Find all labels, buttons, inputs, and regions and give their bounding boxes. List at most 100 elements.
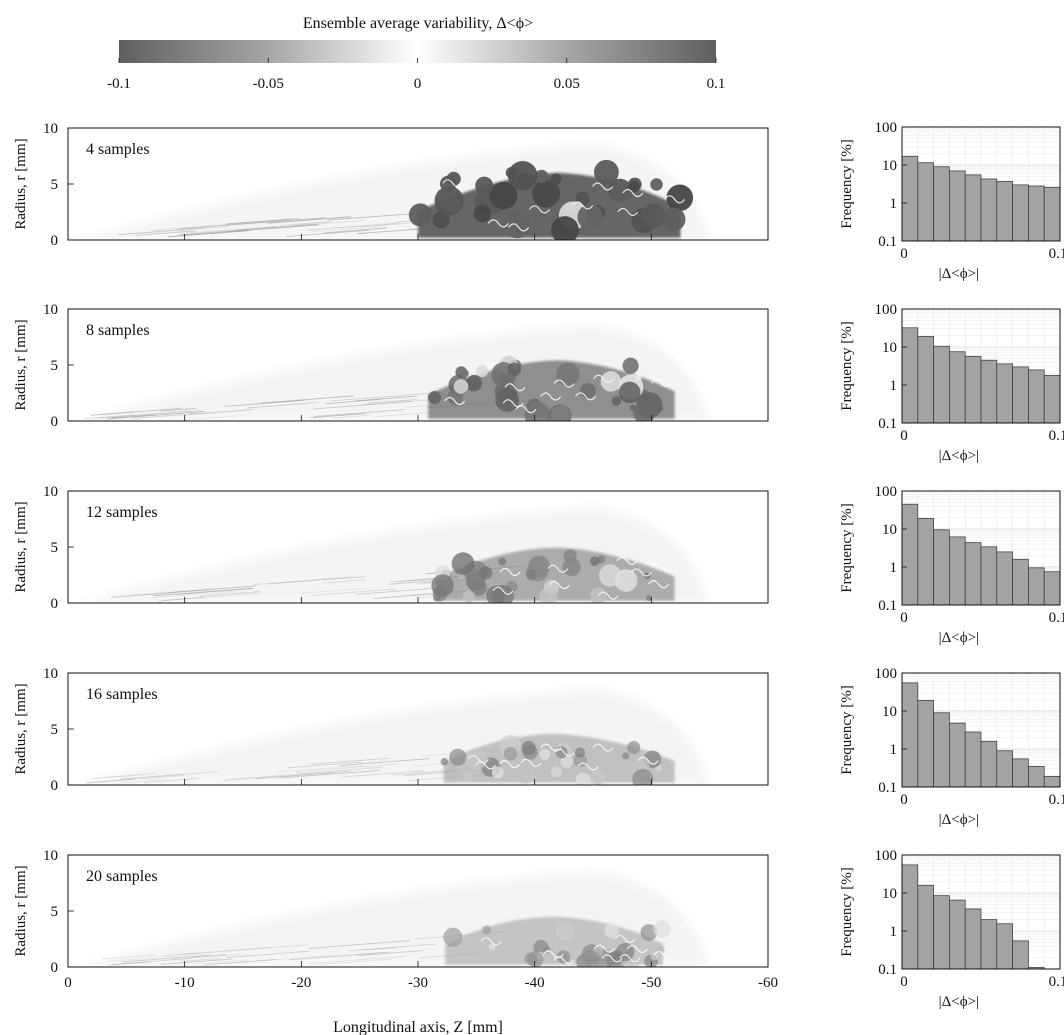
contour-swirl [467,754,489,764]
field-y-axis-label: Radius, r [mm] [13,865,29,956]
turbulent-blob [656,946,665,955]
histogram-y-tick-label: 1 [890,742,898,758]
spray-streak [188,409,254,415]
contour-swirl [594,944,616,953]
sample-count-label: 4 samples [86,141,150,158]
field-contour-plot [79,688,710,785]
turbulent-blob [604,923,619,938]
turbulent-blob [582,950,600,967]
field-contour-plot [79,506,710,603]
spray-streak [308,225,389,233]
turbulent-blob [661,207,686,232]
histogram-bar [949,536,966,606]
spray-streak [177,225,277,235]
spray-streak [224,399,306,407]
spray-streak [85,775,183,784]
colorbar-tick-label: 0.05 [554,76,580,92]
turbulent-blob [449,748,467,766]
histogram-bar [949,170,966,242]
contour-swirl [547,564,569,573]
spray-streak [111,414,155,419]
spray-streak [279,769,381,779]
turbulent-blob [488,943,496,950]
histogram-y-tick-label: 100 [875,484,898,500]
histogram-y-tick-label: 10 [882,522,897,538]
contour-swirl [572,201,594,210]
contour-swirl [593,374,615,383]
contour-swirl [499,567,521,577]
contour-swirl [664,195,686,204]
histogram-x-axis-label: |Δ<ϕ>| [939,448,979,464]
histogram-bar [1028,369,1045,424]
field-x-tick-label: -60 [758,975,778,991]
spray-streak [178,220,284,230]
histogram-bar [917,518,934,606]
histogram-bar [917,700,934,788]
turbulent-blob [503,210,532,239]
field-y-tick-label: 0 [51,778,59,794]
turbulent-blob [443,927,463,947]
field-panels: 0 5 10 Radius, r [mm] 4 samples 0 5 10 Radius, r… [13,121,778,991]
histogram-bar [1028,185,1045,242]
field-x-tick-label: -10 [175,975,195,991]
histogram-bar [1012,758,1029,788]
histogram-y-tick-label: 0.1 [878,962,897,978]
contour-swirl [626,944,648,954]
spray-streak [84,414,134,420]
turbulent-blob [555,746,568,759]
contour-swirl [648,580,670,589]
field-y-tick-label: 10 [43,848,58,864]
contour-swirl [520,758,542,768]
spray-streak [342,770,424,778]
histogram-bar [933,166,950,242]
histogram-y-tick-label: 10 [882,158,897,174]
spray-streak [286,761,363,769]
histogram-bar [964,908,982,970]
spray-streak [313,400,412,410]
histogram-bar [980,178,998,242]
spray-streak [160,407,197,412]
turbulent-blob [556,921,575,941]
field-contour-plot [79,870,710,967]
spray-streak [204,958,276,966]
spray-streak [278,764,364,773]
histogram-bar [1043,374,1061,424]
histogram-bar [996,923,1013,970]
spray-streak [236,223,319,231]
turbulent-blob [524,401,551,421]
spray-streak [116,958,192,965]
histogram-bar [1028,765,1045,788]
histogram-x-tick-label: 0 [900,428,908,444]
spray-streak [146,771,219,778]
histogram-x-axis-label: |Δ<ϕ>| [939,994,979,1010]
contour-swirl [619,953,641,963]
histogram-bar [980,359,998,424]
contour-swirl [553,379,575,388]
turbulent-blob [550,766,563,778]
colorbar-gradient [119,40,716,63]
turbulent-blob [645,595,652,602]
histogram-bar [980,919,998,970]
histogram-y-axis-label: Frequency [%] [839,321,855,411]
turbulent-blob [548,404,572,421]
colorbar-tick-label: -0.1 [107,76,131,92]
contour-swirl [442,179,464,188]
spray-streak [311,757,390,765]
histogram-bar [1043,186,1061,242]
turbulent-blob [573,753,588,768]
contour-swirl [475,761,497,770]
spray-streak [262,395,354,404]
turbulent-blob [465,748,488,770]
field-y-tick-label: 0 [51,233,59,249]
contour-swirl [575,392,597,401]
contour-swirl [651,562,673,572]
field-y-axis-label: Radius, r [mm] [13,319,29,410]
turbulent-blob [563,549,577,563]
turbulent-blob [473,204,491,223]
spray-streak [348,943,437,952]
turbulent-blob [666,184,694,212]
spray-streak [268,576,366,585]
histogram-x-tick-label: 0.1 [1049,246,1064,262]
